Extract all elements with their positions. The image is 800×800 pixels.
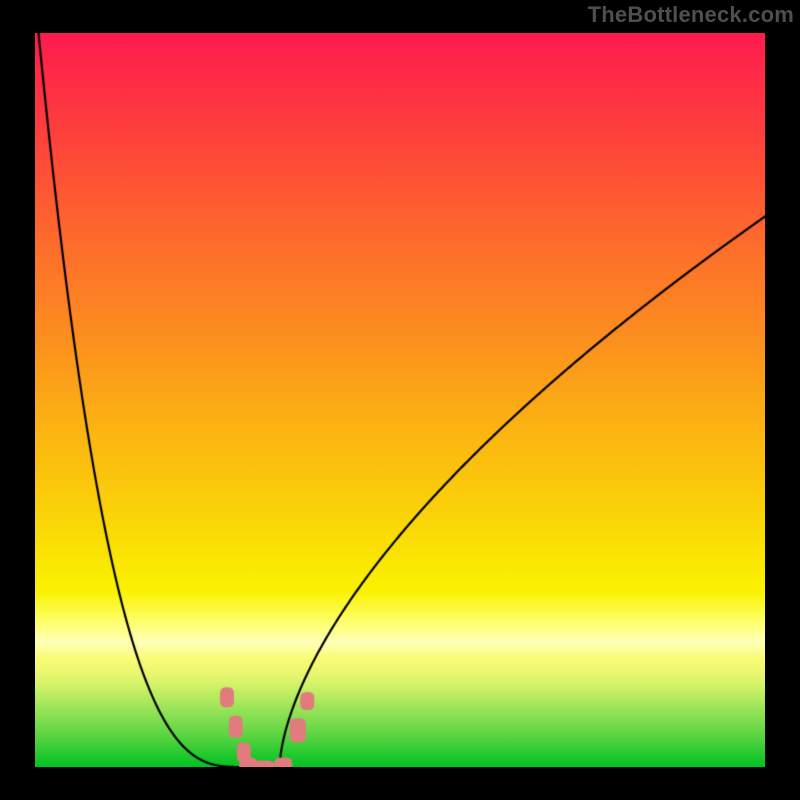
watermark-label: TheBottleneck.com	[588, 2, 794, 28]
chart-plot-area	[35, 33, 765, 767]
canvas-root: TheBottleneck.com	[0, 0, 800, 800]
bottleneck-curve-canvas	[35, 33, 765, 767]
